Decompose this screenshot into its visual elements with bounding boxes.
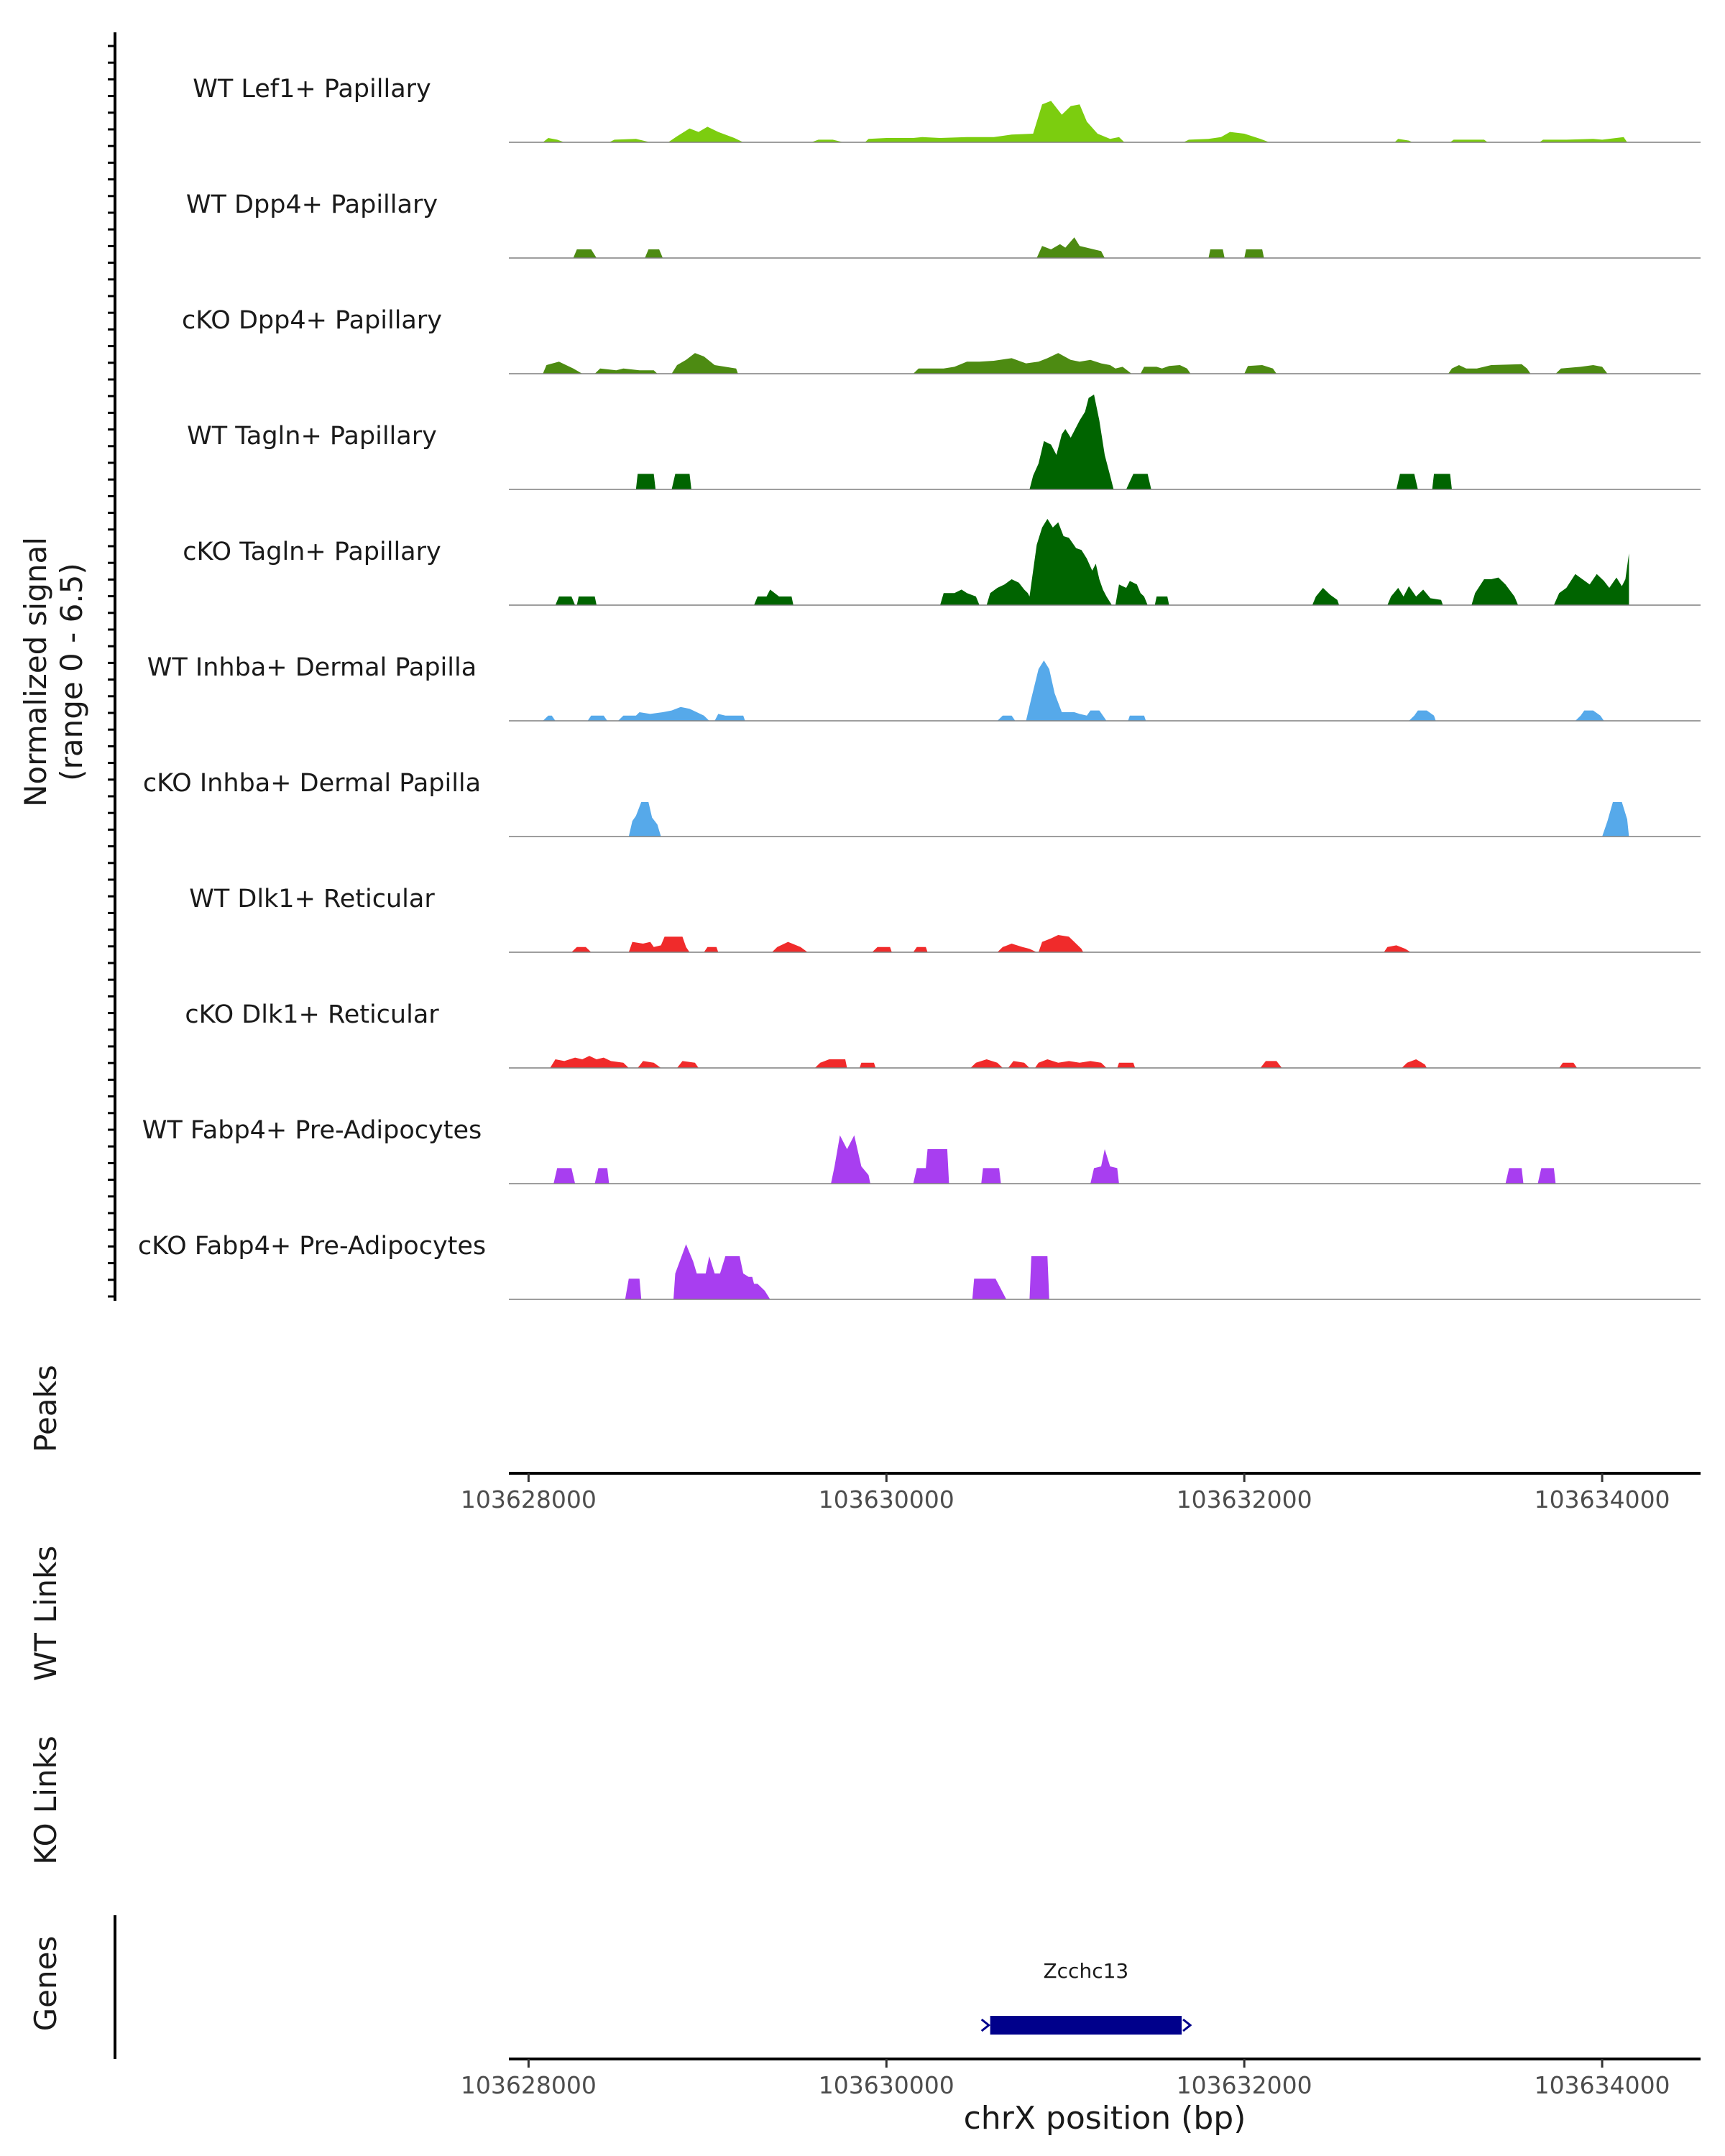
track-0: WT Lef1+ Papillary <box>193 75 1701 143</box>
track-area-0 <box>543 101 1627 142</box>
track-area-2 <box>543 353 1608 374</box>
track-area-9 <box>553 1135 1556 1184</box>
track-area-10 <box>625 1244 1049 1299</box>
track-area-3 <box>635 395 1452 489</box>
track-label-2: cKO Dpp4+ Papillary <box>182 306 442 335</box>
peaks-x-tick-label-2: 103632000 <box>1177 1485 1312 1514</box>
gene-annotation-track: Zcchc13 <box>980 1959 1192 2035</box>
genes-x-tick-label-3: 103634000 <box>1535 2071 1670 2099</box>
track-5: WT Inhba+ Dermal Papilla <box>147 653 1701 722</box>
track-area-5 <box>543 660 1604 721</box>
track-label-7: WT Dlk1+ Reticular <box>189 885 435 913</box>
track-label-6: cKO Inhba+ Dermal Papilla <box>143 769 481 798</box>
wt-links-panel-label: WT Links <box>28 1546 63 1681</box>
genes-panel-label: Genes <box>28 1936 63 2032</box>
genes-x-axis: 103628000 103630000 103632000 103634000 <box>461 2059 1670 2099</box>
gene-label-0: Zcchc13 <box>1043 1959 1128 1983</box>
peaks-panel-label: Peaks <box>28 1365 63 1452</box>
track-7: WT Dlk1+ Reticular <box>189 885 1701 953</box>
y-axis-title: Normalized signal (range 0 - 6.5) <box>18 537 89 807</box>
track-area-4 <box>555 519 1629 605</box>
track-label-8: cKO Dlk1+ Reticular <box>185 1000 439 1029</box>
peaks-x-tick-label-0: 103628000 <box>461 1485 597 1514</box>
genes-x-tick-label-1: 103630000 <box>819 2071 954 2099</box>
gene-body-0 <box>990 2016 1182 2035</box>
genes-x-tick-label-2: 103632000 <box>1177 2071 1312 2099</box>
y-axis-title-line2: (range 0 - 6.5) <box>54 563 89 781</box>
track-label-1: WT Dpp4+ Papillary <box>186 190 438 219</box>
track-1: WT Dpp4+ Papillary <box>186 190 1701 259</box>
track-3: WT Tagln+ Papillary <box>187 395 1701 490</box>
y-axis-title-line1: Normalized signal <box>18 537 53 807</box>
x-axis-title: chrX position (bp) <box>964 2100 1246 2137</box>
peaks-x-axis: 103628000 103630000 103632000 103634000 <box>461 1473 1670 1514</box>
ko-links-panel-label: KO Links <box>28 1736 63 1865</box>
peaks-x-tick-label-3: 103634000 <box>1535 1485 1670 1514</box>
track-label-9: WT Fabp4+ Pre-Adipocytes <box>142 1116 482 1145</box>
track-label-10: cKO Fabp4+ Pre-Adipocytes <box>138 1232 486 1261</box>
gene-strand-arrow-start-0 <box>980 2018 991 2032</box>
track-label-0: WT Lef1+ Papillary <box>193 75 431 103</box>
track-area-7 <box>571 935 1411 952</box>
track-9: WT Fabp4+ Pre-Adipocytes <box>142 1116 1701 1184</box>
peaks-x-tick-label-1: 103630000 <box>819 1485 954 1514</box>
track-area-6 <box>628 802 1629 837</box>
genes-x-tick-label-0: 103628000 <box>461 2071 597 2099</box>
gene-strand-arrow-end-0 <box>1182 2018 1192 2032</box>
track-8: cKO Dlk1+ Reticular <box>185 1000 1701 1069</box>
track-area-1 <box>573 237 1280 258</box>
track-label-3: WT Tagln+ Papillary <box>187 422 437 451</box>
track-2: cKO Dpp4+ Papillary <box>182 306 1701 374</box>
track-10: cKO Fabp4+ Pre-Adipocytes <box>138 1232 1701 1300</box>
track-label-5: WT Inhba+ Dermal Papilla <box>147 653 477 682</box>
track-label-4: cKO Tagln+ Papillary <box>183 538 441 566</box>
track-4: cKO Tagln+ Papillary <box>183 519 1701 606</box>
track-6: cKO Inhba+ Dermal Papilla <box>143 769 1701 837</box>
track-area-8 <box>550 1056 1578 1068</box>
coverage-tracks: WT Lef1+ Papillary WT Dpp4+ Papillary cKO … <box>138 75 1701 1300</box>
signal-y-axis-ticks <box>108 45 115 1298</box>
